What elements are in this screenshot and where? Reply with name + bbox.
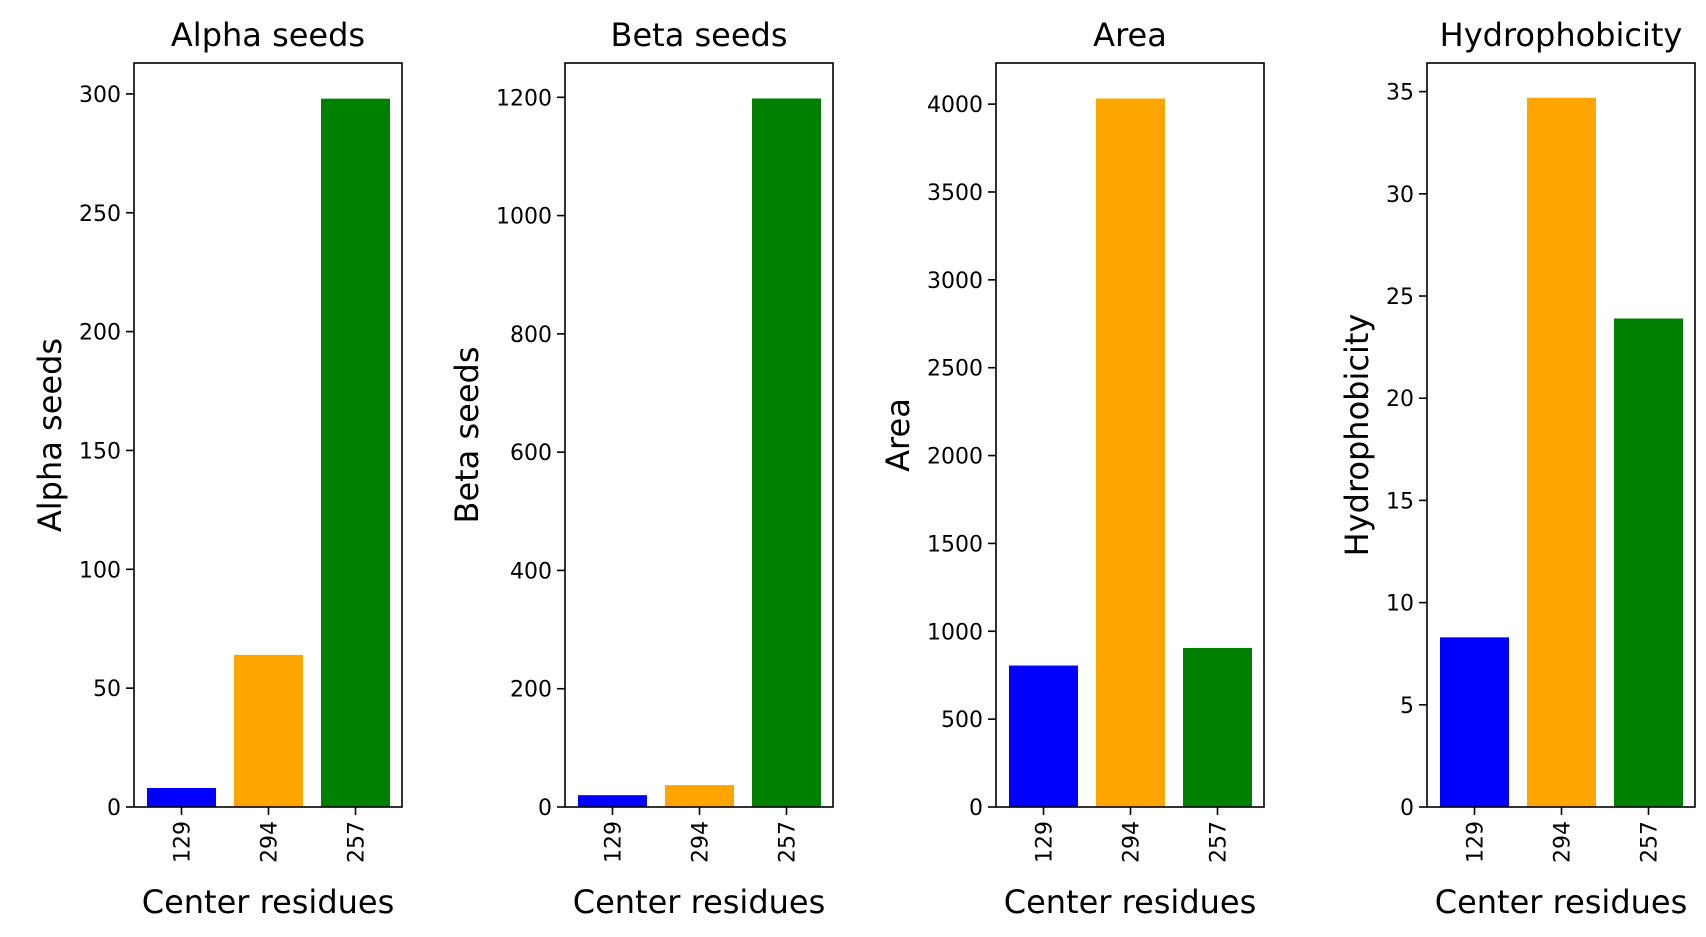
alpha-seeds-y-tick-label-250: 250 xyxy=(79,202,121,227)
alpha-seeds-bar-294 xyxy=(234,654,303,807)
hydrophobicity-x-tick-label-129: 129 xyxy=(1464,821,1489,863)
alpha-seeds-x-tick-label-257: 257 xyxy=(345,821,370,863)
beta-seeds-x-axis-label: Center residues xyxy=(573,883,826,921)
beta-seeds-y-axis-label: Beta seeds xyxy=(448,347,486,524)
hydrophobicity-x-axis-label: Center residues xyxy=(1435,883,1688,921)
area-axes-frame xyxy=(995,62,1265,808)
hydrophobicity-y-tick-label-15: 15 xyxy=(1386,489,1414,514)
area-bar-129 xyxy=(1009,665,1078,807)
beta-seeds-x-tick-label-257: 257 xyxy=(776,821,801,863)
alpha-seeds-bar-129 xyxy=(147,787,216,807)
alpha-seeds-axes-frame xyxy=(133,62,403,808)
beta-seeds-title: Beta seeds xyxy=(611,16,788,54)
alpha-seeds-y-tick-label-100: 100 xyxy=(79,558,121,583)
alpha-seeds-y-tick-label-150: 150 xyxy=(79,439,121,464)
beta-seeds-axes-frame xyxy=(564,62,834,808)
area-y-tick-label-3500: 3500 xyxy=(927,181,983,206)
area-y-tick-label-3000: 3000 xyxy=(927,269,983,294)
alpha-seeds-x-tick-label-294: 294 xyxy=(258,821,283,863)
beta-seeds-bar-294 xyxy=(665,785,734,807)
beta-seeds-y-tick-label-1200: 1200 xyxy=(496,86,552,111)
area-y-tick-label-500: 500 xyxy=(941,708,983,733)
alpha-seeds-y-tick-label-300: 300 xyxy=(79,83,121,108)
alpha-seeds-y-axis-label: Alpha seeds xyxy=(31,338,69,532)
area-x-tick-label-257: 257 xyxy=(1207,821,1232,863)
hydrophobicity-y-tick-label-5: 5 xyxy=(1400,694,1414,719)
alpha-seeds-x-tick-label-129: 129 xyxy=(171,821,196,863)
hydrophobicity-y-tick-label-0: 0 xyxy=(1400,796,1414,821)
beta-seeds-x-tick-label-294: 294 xyxy=(689,821,714,863)
hydrophobicity-axes-frame xyxy=(1426,62,1696,808)
alpha-seeds-y-tick-label-200: 200 xyxy=(79,321,121,346)
hydrophobicity-y-tick-label-35: 35 xyxy=(1386,81,1414,106)
beta-seeds-y-tick-label-1000: 1000 xyxy=(496,205,552,230)
area-x-tick-label-129: 129 xyxy=(1033,821,1058,863)
alpha-seeds-x-axis-label: Center residues xyxy=(142,883,395,921)
area-y-tick-label-2000: 2000 xyxy=(927,445,983,470)
area-x-tick-label-294: 294 xyxy=(1120,821,1145,863)
alpha-seeds-y-tick-label-50: 50 xyxy=(93,677,121,702)
beta-seeds-panel: 129 294 257 0 200 400 600 800 1000 1200 Beta seeds… xyxy=(448,16,834,921)
area-y-tick-label-1500: 1500 xyxy=(927,532,983,557)
area-y-tick-label-4000: 4000 xyxy=(927,93,983,118)
hydrophobicity-title: Hydrophobicity xyxy=(1440,16,1683,54)
alpha-seeds-bar-257 xyxy=(321,98,390,807)
area-bar-294 xyxy=(1096,98,1165,808)
beta-seeds-x-tick-label-129: 129 xyxy=(602,821,627,863)
hydrophobicity-y-tick-label-25: 25 xyxy=(1386,285,1414,310)
alpha-seeds-panel: 129 294 257 0 50 100 150 200 250 300 Alpha seeds Ce… xyxy=(31,16,403,921)
hydrophobicity-bar-257 xyxy=(1614,318,1683,807)
beta-seeds-y-tick-label-200: 200 xyxy=(510,678,552,703)
hydrophobicity-y-tick-label-10: 10 xyxy=(1386,592,1414,617)
hydrophobicity-y-tick-label-20: 20 xyxy=(1386,387,1414,412)
area-panel: 129 294 257 0 500 1000 1500 2000 2500 3000 3500 400… xyxy=(879,16,1265,921)
area-y-tick-label-0: 0 xyxy=(969,796,983,821)
area-y-axis-label: Area xyxy=(879,398,917,472)
hydrophobicity-x-tick-label-294: 294 xyxy=(1551,821,1576,863)
area-bar-257 xyxy=(1183,647,1252,807)
area-x-axis-label: Center residues xyxy=(1004,883,1257,921)
hydrophobicity-y-axis-label: Hydrophobicity xyxy=(1338,314,1376,557)
beta-seeds-y-tick-label-400: 400 xyxy=(510,559,552,584)
hydrophobicity-bar-294 xyxy=(1527,97,1596,807)
beta-seeds-y-tick-label-800: 800 xyxy=(510,323,552,348)
area-y-tick-label-1000: 1000 xyxy=(927,620,983,645)
hydrophobicity-bar-129 xyxy=(1440,637,1509,807)
beta-seeds-y-tick-label-0: 0 xyxy=(538,796,552,821)
beta-seeds-y-tick-label-600: 600 xyxy=(510,441,552,466)
beta-seeds-bar-257 xyxy=(752,98,821,808)
beta-seeds-bar-129 xyxy=(578,795,647,807)
alpha-seeds-title: Alpha seeds xyxy=(171,16,365,54)
area-title: Area xyxy=(1093,16,1167,54)
hydrophobicity-panel: 129 294 257 0 5 10 15 20 25 30 35 Hydrophobicity Cen… xyxy=(1338,16,1696,921)
hydrophobicity-y-tick-label-30: 30 xyxy=(1386,183,1414,208)
area-y-tick-label-2500: 2500 xyxy=(927,357,983,382)
hydrophobicity-x-tick-label-257: 257 xyxy=(1638,821,1663,863)
alpha-seeds-y-tick-label-0: 0 xyxy=(107,796,121,821)
